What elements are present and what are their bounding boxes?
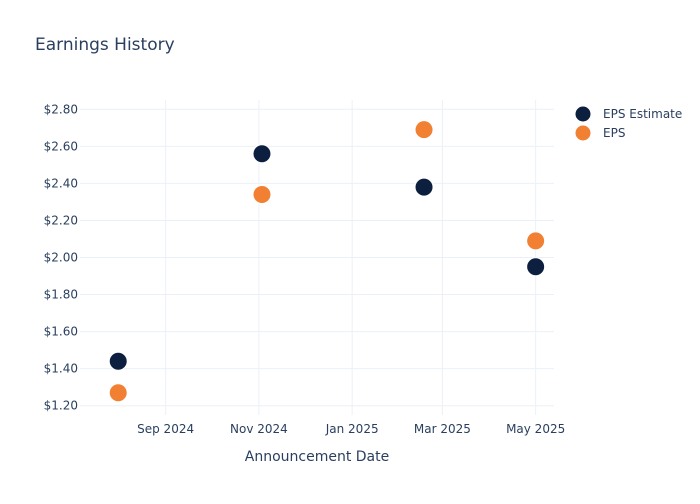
y-tick-label: $1.40 — [44, 362, 78, 376]
data-point[interactable] — [414, 120, 434, 140]
y-tick-label: $2.60 — [44, 139, 78, 153]
data-point[interactable] — [252, 185, 272, 204]
x-tick-label: Mar 2025 — [414, 422, 471, 436]
data-point[interactable] — [252, 144, 272, 164]
x-tick-label: Nov 2024 — [230, 422, 288, 436]
y-axis-ticks: $1.20 $1.40 $1.60 $1.80 $2.00 $2.20 $2.40 $2.60… — [44, 102, 78, 412]
y-tick-label: $2.00 — [44, 251, 78, 265]
legend-item[interactable]: EPS — [574, 124, 625, 142]
data-points — [108, 120, 546, 403]
legend-label: EPS Estimate — [603, 107, 682, 121]
data-point[interactable] — [526, 257, 546, 277]
y-tick-label: $2.20 — [44, 213, 78, 227]
legend-marker — [574, 105, 592, 123]
x-axis-label: Announcement Date — [245, 449, 389, 465]
y-tick-label: $1.60 — [44, 325, 78, 339]
legend-marker — [574, 124, 592, 142]
legend-label: EPS — [603, 126, 625, 140]
data-point[interactable] — [526, 231, 546, 251]
y-tick-label: $2.80 — [44, 102, 78, 116]
legend-item[interactable]: EPS Estimate — [574, 105, 682, 123]
x-axis-ticks: Sep 2024 Nov 2024 Jan 2025 Mar 2025 May 2025 — [137, 422, 565, 436]
x-tick-label: Jan 2025 — [325, 422, 379, 436]
x-tick-label: May 2025 — [506, 422, 565, 436]
y-tick-label: $1.80 — [44, 288, 78, 302]
data-point[interactable] — [108, 351, 128, 371]
x-tick-label: Sep 2024 — [137, 422, 194, 436]
legend[interactable]: EPS Estimate EPS — [574, 105, 682, 142]
data-point[interactable] — [414, 177, 434, 197]
data-point[interactable] — [108, 383, 128, 403]
grid-lines — [80, 100, 554, 415]
y-tick-label: $1.20 — [44, 399, 78, 413]
chart-title: Earnings History — [35, 35, 175, 55]
y-tick-label: $2.40 — [44, 176, 78, 190]
